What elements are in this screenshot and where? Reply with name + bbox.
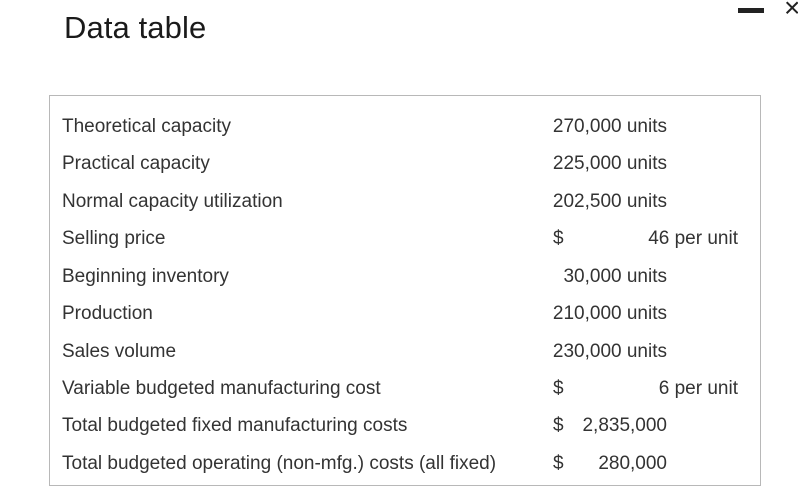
row-label: Variable budgeted manufacturing cost bbox=[62, 378, 381, 399]
table-row: Total budgeted operating (non-mfg.) cost… bbox=[50, 445, 760, 483]
table-row: Total budgeted fixed manufacturing costs… bbox=[50, 407, 760, 445]
row-value: 30,000 units bbox=[563, 266, 667, 287]
table-row: Variable budgeted manufacturing cost $ 6… bbox=[50, 370, 760, 408]
table-row: Sales volume 230,000 units bbox=[50, 333, 760, 371]
minimize-icon[interactable] bbox=[738, 8, 764, 13]
table-row: Practical capacity 225,000 units bbox=[50, 145, 760, 183]
row-label: Practical capacity bbox=[62, 153, 210, 174]
row-label: Selling price bbox=[62, 228, 166, 249]
currency-symbol: $ bbox=[553, 378, 564, 399]
row-value: 270,000 units bbox=[552, 116, 667, 137]
currency-symbol: $ bbox=[553, 415, 564, 436]
row-label: Theoretical capacity bbox=[62, 116, 231, 137]
table-row: Beginning inventory 30,000 units bbox=[50, 258, 760, 296]
row-value: 46 per unit bbox=[648, 228, 738, 249]
close-icon[interactable]: × bbox=[784, 0, 798, 23]
table-row: Normal capacity utilization 202,500 unit… bbox=[50, 183, 760, 221]
table-row: Theoretical capacity 270,000 units bbox=[50, 108, 760, 146]
row-value: 2,835,000 bbox=[582, 415, 667, 436]
row-label: Normal capacity utilization bbox=[62, 191, 283, 212]
row-value: 280,000 bbox=[598, 453, 667, 474]
row-label: Sales volume bbox=[62, 341, 177, 362]
row-label: Total budgeted operating (non-mfg.) cost… bbox=[62, 453, 497, 474]
currency-symbol: $ bbox=[553, 453, 564, 474]
row-label: Beginning inventory bbox=[62, 266, 229, 287]
row-label: Total budgeted fixed manufacturing costs bbox=[62, 415, 408, 436]
table-row: Selling price $ 46 per unit bbox=[50, 220, 760, 258]
row-value: 230,000 units bbox=[552, 341, 667, 362]
currency-symbol: $ bbox=[553, 228, 564, 249]
row-value: 202,500 units bbox=[552, 191, 667, 212]
dialog-title: Data table bbox=[64, 10, 207, 45]
row-value: 225,000 units bbox=[552, 153, 667, 174]
row-value: 210,000 units bbox=[552, 303, 667, 324]
row-value: 6 per unit bbox=[658, 378, 738, 399]
row-label: Production bbox=[62, 303, 153, 324]
data-table: Theoretical capacity 270,000 units Pract… bbox=[49, 95, 761, 486]
table-row: Production 210,000 units bbox=[50, 295, 760, 333]
